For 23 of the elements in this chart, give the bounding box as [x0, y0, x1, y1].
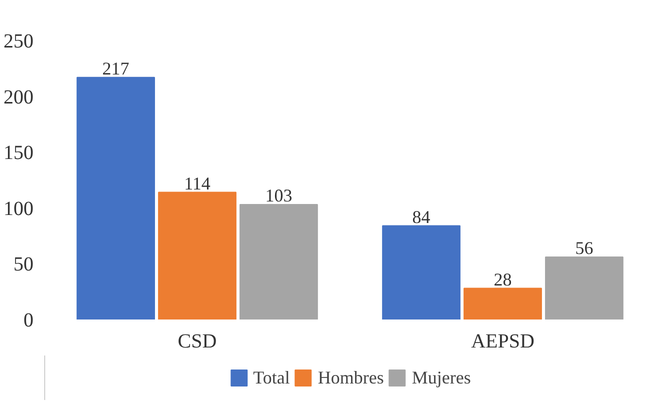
legend-label: Mujeres — [412, 367, 471, 388]
y-tick-label: 50 — [14, 254, 34, 276]
y-tick-label: 200 — [4, 86, 34, 108]
bar — [545, 256, 624, 320]
y-tick-label: 250 — [4, 30, 34, 52]
bar — [382, 225, 460, 320]
bar — [464, 288, 542, 320]
data-label: 28 — [494, 269, 512, 290]
legend-label: Total — [253, 367, 290, 388]
y-tick-label: 150 — [4, 142, 34, 164]
data-label: 114 — [184, 173, 210, 194]
bar — [240, 204, 318, 320]
legend-label: Hombres — [318, 367, 384, 388]
data-label: 217 — [102, 58, 130, 78]
bar — [158, 192, 236, 320]
x-tick-label: CSD — [178, 330, 217, 352]
data-label: 84 — [412, 206, 430, 227]
x-tick-label: AEPSD — [471, 330, 534, 352]
y-tick-label: 100 — [4, 198, 34, 220]
data-label: 56 — [575, 238, 594, 258]
bar — [76, 76, 155, 320]
data-label: 103 — [265, 186, 292, 206]
y-tick-label: 0 — [24, 310, 34, 332]
